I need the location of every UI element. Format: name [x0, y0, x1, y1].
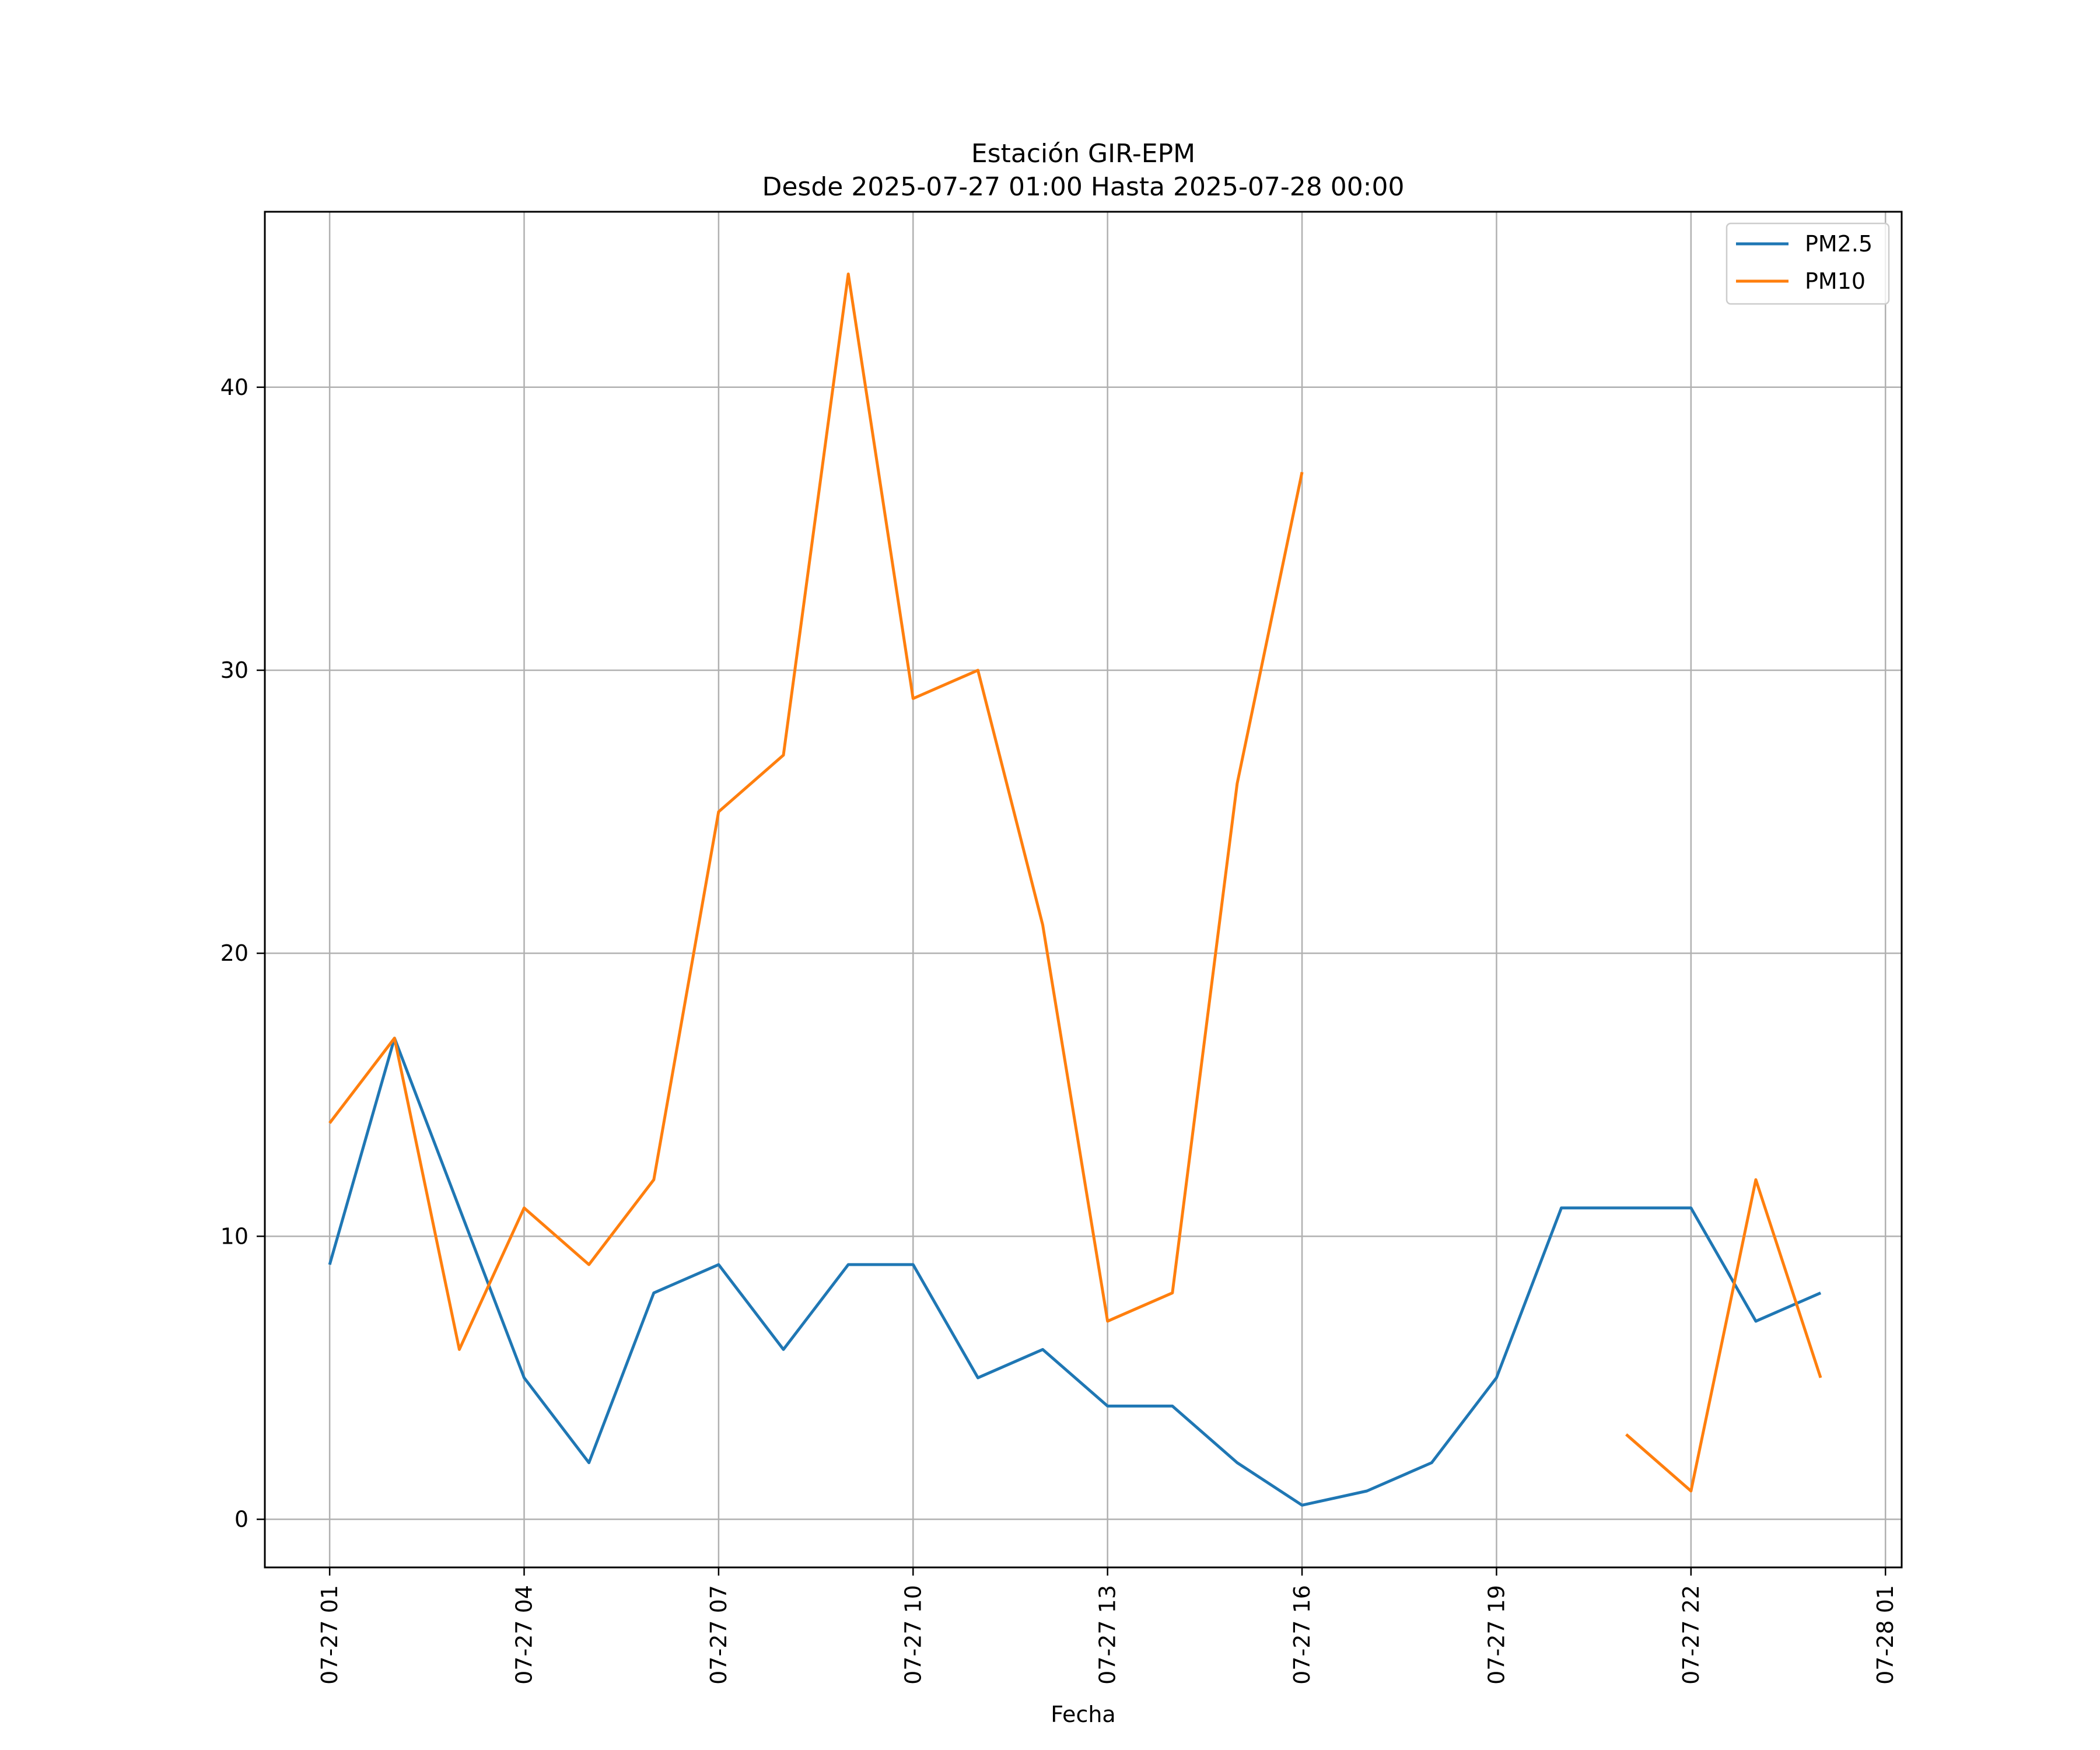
x-tick-label: 07-27 04 [512, 1585, 537, 1685]
plot-frame [264, 211, 1903, 1569]
chart-subtitle: Desde 2025-07-27 01:00 Hasta 2025-07-28 … [762, 172, 1404, 202]
x-tick-label: 07-27 19 [1483, 1585, 1509, 1685]
x-tick-label: 07-27 22 [1678, 1585, 1704, 1685]
x-tick-label: 07-27 07 [706, 1585, 732, 1685]
series-line-pm25 [328, 1037, 1822, 1507]
chart-title: Estación GIR-EPM [971, 139, 1195, 169]
series-line-pm10 [328, 272, 1304, 1351]
x-axis-label: Fecha [1051, 1702, 1115, 1727]
y-tick-label: 10 [220, 1223, 249, 1249]
series-line-pm10 [1625, 1178, 1822, 1493]
x-tick-label: 07-27 13 [1095, 1585, 1121, 1685]
x-tick-label: 07-27 01 [317, 1585, 342, 1685]
x-tick-label: 07-27 10 [900, 1585, 926, 1685]
y-tick-label: 20 [220, 940, 249, 966]
legend-label-pm25: PM2.5 [1805, 231, 1873, 257]
legend-label-pm10: PM10 [1805, 268, 1866, 294]
plot-series [328, 272, 1822, 1507]
x-tick-label: 07-27 16 [1289, 1585, 1315, 1685]
y-tick-label: 0 [235, 1507, 249, 1532]
y-tick-label: 40 [220, 374, 249, 400]
x-tick-label: 07-28 01 [1873, 1585, 1898, 1685]
y-tick-label: 30 [220, 657, 249, 683]
axis-ticks: 07-27 01 07-27 04 07-27 07 07-27 10 07-27 13… [220, 374, 1899, 1685]
grid-lines [265, 212, 1902, 1567]
legend: PM2.5 PM10 [1726, 222, 1890, 305]
